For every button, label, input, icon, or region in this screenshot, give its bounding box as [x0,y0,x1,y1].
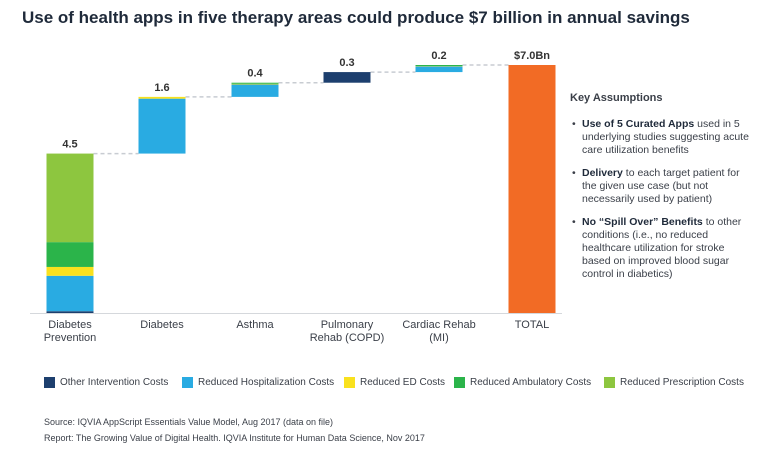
assumption-bold: Use of 5 Curated Apps [582,118,695,130]
value-label: 0.2 [431,50,446,62]
bar-segment [231,82,279,84]
legend-swatch [44,377,55,388]
bar-segment [138,98,186,154]
bullet-icon: • [572,167,576,179]
report-line: Report: The Growing Value of Digital Hea… [44,433,425,443]
category-label: TOTAL [515,319,549,331]
bar-segment [415,66,463,73]
key-assumptions-panel: Key Assumptions • Use of 5 Curated Apps … [570,92,750,291]
assumption-text: to other conditions (i.e., no reduced he… [582,216,742,280]
bar-segment [138,96,186,99]
source-line: Source: IQVIA AppScript Essentials Value… [44,417,334,427]
legend-label: Other Intervention Costs [60,377,169,388]
value-label: 0.4 [247,68,263,80]
legend-label: Reduced Ambulatory Costs [470,377,592,388]
legend-swatch [344,377,355,388]
assumption-item: • Delivery to each target patient for th… [570,167,750,206]
assumption-bold: No “Spill Over” Benefits [582,216,703,228]
category-label: Asthma [236,319,274,331]
legend-swatch [454,377,465,388]
assumption-text: used in 5 underlying studies suggesting … [582,118,749,156]
bar-segment [46,242,94,267]
legend-item: Reduced ED Costs [344,377,445,388]
legend-item: Reduced Prescription Costs [604,377,744,388]
assumption-bold: Delivery [582,167,623,179]
category-label: Pulmonary Rehab (COPD) [310,319,385,344]
bar-segment [46,311,94,313]
legend-label: Reduced ED Costs [360,377,446,388]
legend-item: Reduced Ambulatory Costs [454,377,591,388]
bar-segment [231,83,279,85]
value-label: 4.5 [62,139,77,151]
category-label: Diabetes [140,319,184,331]
bullet-icon: • [572,216,576,228]
legend-item: Reduced Hospitalization Costs [182,377,334,388]
category-label: Diabetes Prevention [44,319,97,344]
value-label: $7.0Bn [514,50,550,62]
assumption-item: • Use of 5 Curated Apps used in 5 underl… [570,118,750,157]
key-assumptions-heading: Key Assumptions [570,92,663,104]
category-label: Cardiac Rehab (MI) [402,319,475,344]
chart-title: Use of health apps in five therapy areas… [22,8,690,27]
legend-swatch [604,377,615,388]
bar-segment [46,275,94,312]
legend-swatch [182,377,193,388]
bar-total [508,65,556,313]
bar-segment [323,72,371,83]
bar-segment [231,84,279,97]
legend-item: Other Intervention Costs [44,377,168,388]
bar-segment [46,153,94,243]
legend-label: Reduced Prescription Costs [620,377,744,388]
assumption-item: • No “Spill Over” Benefits to other cond… [570,216,750,281]
value-label: 0.3 [339,57,354,69]
assumption-text: to each target patient for the given use… [582,167,740,205]
legend-label: Reduced Hospitalization Costs [198,377,335,388]
bullet-icon: • [572,118,576,130]
value-label: 1.6 [154,82,169,94]
bar-segment [415,65,463,67]
bar-segment [46,266,94,276]
